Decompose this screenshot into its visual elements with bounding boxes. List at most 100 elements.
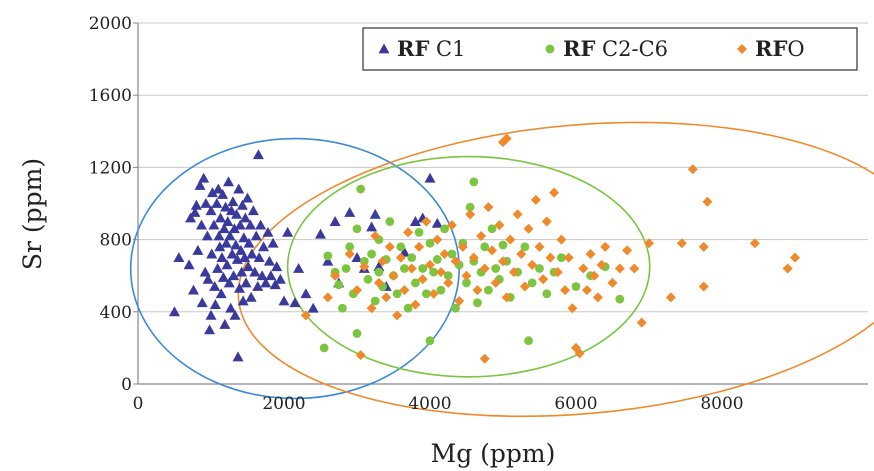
data-point <box>307 302 319 313</box>
data-point <box>556 234 567 245</box>
data-point <box>435 267 446 278</box>
data-point <box>578 263 589 274</box>
data-point <box>213 230 225 241</box>
data-point <box>370 296 380 306</box>
data-point <box>329 216 341 226</box>
data-point <box>549 187 560 198</box>
data-point <box>216 252 228 263</box>
data-point <box>370 230 381 241</box>
data-point <box>501 133 512 144</box>
data-point <box>262 226 274 237</box>
data-point <box>523 223 534 234</box>
data-point <box>567 303 578 314</box>
data-point <box>194 179 206 190</box>
data-point <box>204 324 216 335</box>
data-point <box>278 295 290 306</box>
data-point <box>473 298 482 308</box>
data-point <box>196 297 208 308</box>
data-point <box>223 176 235 187</box>
data-point <box>479 353 490 364</box>
data-point <box>436 285 446 295</box>
data-point <box>183 259 195 270</box>
data-point <box>491 264 501 273</box>
data-point <box>396 242 406 252</box>
data-point <box>432 255 442 264</box>
data-point <box>344 207 356 217</box>
data-point <box>501 292 512 303</box>
data-point <box>425 238 435 248</box>
x-tick-labels: 0 2000 4000 6000 8000 <box>133 394 744 414</box>
data-point <box>417 274 428 285</box>
data-point <box>242 261 254 272</box>
y-tick-label: 0 <box>121 375 132 395</box>
legend-label: RF C1 <box>397 36 465 61</box>
data-point <box>334 280 344 290</box>
data-point <box>385 217 395 226</box>
data-point <box>352 285 362 296</box>
data-point <box>615 294 625 304</box>
data-point <box>484 285 493 295</box>
legend-marker <box>737 44 747 54</box>
data-point <box>232 351 244 362</box>
data-point <box>300 288 312 299</box>
data-point <box>323 251 333 261</box>
data-point <box>409 216 421 226</box>
data-point <box>425 259 435 270</box>
data-point <box>505 234 516 245</box>
data-point <box>468 252 479 263</box>
data-point <box>212 183 224 194</box>
data-point <box>220 201 232 212</box>
data-point <box>258 241 270 252</box>
y-tick-label: 2000 <box>89 14 132 34</box>
data-point <box>199 266 211 277</box>
data-point <box>238 232 250 243</box>
data-point <box>253 252 265 263</box>
y-tick-label: 1600 <box>89 86 132 106</box>
data-point <box>560 285 571 296</box>
data-point <box>541 216 552 227</box>
data-point <box>225 205 237 216</box>
data-point <box>421 216 432 227</box>
data-point <box>472 285 483 296</box>
data-point <box>552 267 563 278</box>
data-point <box>226 248 238 259</box>
data-point <box>225 302 237 313</box>
data-point <box>223 277 235 288</box>
data-point <box>243 237 255 248</box>
data-point <box>443 271 453 281</box>
data-point <box>782 263 793 274</box>
legend-label-bold: RF <box>755 36 787 61</box>
data-point <box>219 318 231 329</box>
data-point <box>454 295 465 306</box>
data-point <box>300 310 311 321</box>
data-point <box>315 228 326 239</box>
y-axis-title: Sr (ppm) <box>18 158 47 270</box>
data-point <box>403 303 413 313</box>
data-point <box>527 259 538 270</box>
data-point <box>359 256 369 266</box>
data-point <box>359 261 370 272</box>
data-point <box>373 277 384 288</box>
data-point <box>289 297 301 308</box>
legend-label-bold: RF <box>563 36 595 61</box>
data-point <box>490 277 501 288</box>
data-point <box>322 292 333 303</box>
legend-label: RF C2-C6 <box>563 36 668 61</box>
data-point <box>465 209 476 220</box>
data-point <box>250 230 262 241</box>
data-point <box>330 270 341 281</box>
data-point <box>256 270 268 281</box>
data-point <box>377 256 388 267</box>
data-point <box>702 196 713 207</box>
data-point <box>450 256 461 267</box>
data-point <box>508 267 519 278</box>
data-point <box>255 219 267 230</box>
data-point <box>469 177 479 187</box>
data-point <box>215 288 227 299</box>
data-point <box>790 252 800 263</box>
data-point <box>524 336 533 346</box>
data-point <box>400 264 409 273</box>
series-0 <box>169 149 443 362</box>
legend-label-rest: C2-C6 <box>595 37 668 61</box>
data-point <box>355 350 366 361</box>
